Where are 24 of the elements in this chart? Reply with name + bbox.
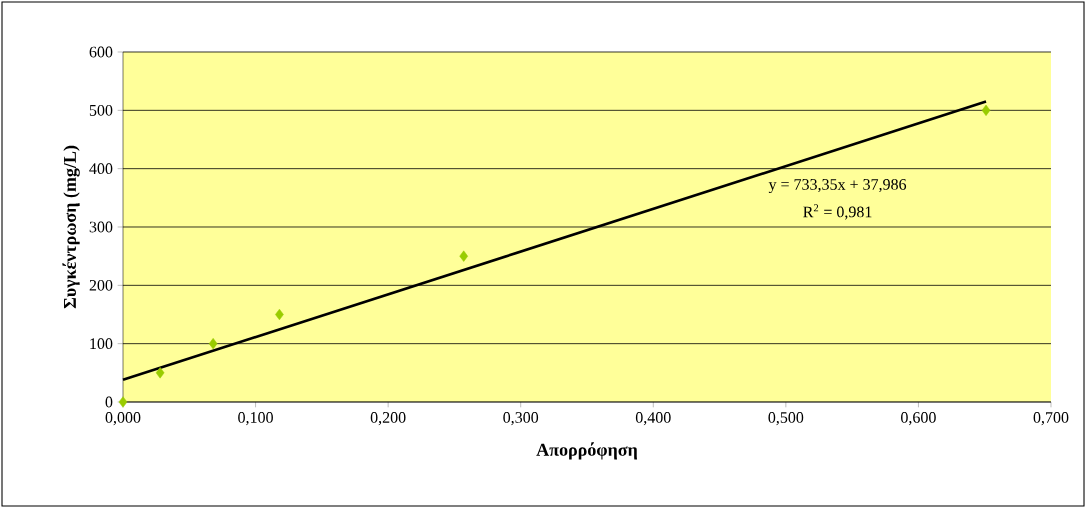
x-tick-label: 0,500 [768, 412, 804, 426]
y-tick-label: 100 [90, 338, 113, 350]
x-axis-title: Απορρόφηση [536, 442, 638, 460]
y-axis-title: Συγκέντρωση (mg/L) [62, 145, 80, 309]
annotation: y = 733,35x + 37,986 [768, 179, 907, 194]
x-tick-label: 0,200 [370, 412, 406, 426]
point [155, 367, 165, 379]
x-tick-label: 0,000 [105, 412, 141, 426]
x-tick-label: 0,300 [503, 412, 539, 426]
point [981, 104, 991, 116]
annotation: R$^{2}$ = 0,981 [803, 204, 872, 220]
y-tick-label: 500 [89, 104, 113, 116]
x-tick-label: 0,700 [1033, 412, 1069, 426]
y-tick-label: 0 [105, 396, 113, 408]
point [459, 250, 468, 262]
x-tick-label: 0,400 [635, 412, 671, 426]
y-tick-label: 300 [89, 221, 113, 233]
point [118, 396, 128, 408]
x-tick-label: 0,100 [238, 412, 273, 426]
point [208, 338, 218, 350]
y-tick-label: 400 [89, 163, 113, 175]
y-tick-label: 600 [89, 46, 113, 58]
x-tick-label: 0,600 [901, 412, 936, 426]
y-tick-label: 200 [89, 279, 113, 291]
